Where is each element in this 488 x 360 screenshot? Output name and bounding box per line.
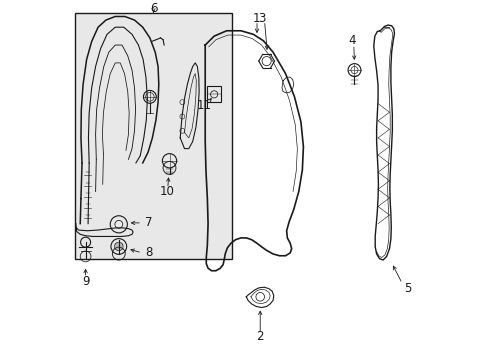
Text: 7: 7 xyxy=(145,216,152,229)
Text: 4: 4 xyxy=(347,34,355,47)
Bar xyxy=(206,86,221,102)
Text: 1: 1 xyxy=(252,12,259,25)
Text: 2: 2 xyxy=(256,330,264,343)
Text: 10: 10 xyxy=(159,185,174,198)
Text: 5: 5 xyxy=(404,282,411,295)
Text: 9: 9 xyxy=(81,275,89,288)
Text: 6: 6 xyxy=(149,2,157,15)
Text: 8: 8 xyxy=(145,246,152,260)
Bar xyxy=(75,13,231,259)
Text: 3: 3 xyxy=(258,12,265,25)
Text: 11: 11 xyxy=(197,99,212,112)
